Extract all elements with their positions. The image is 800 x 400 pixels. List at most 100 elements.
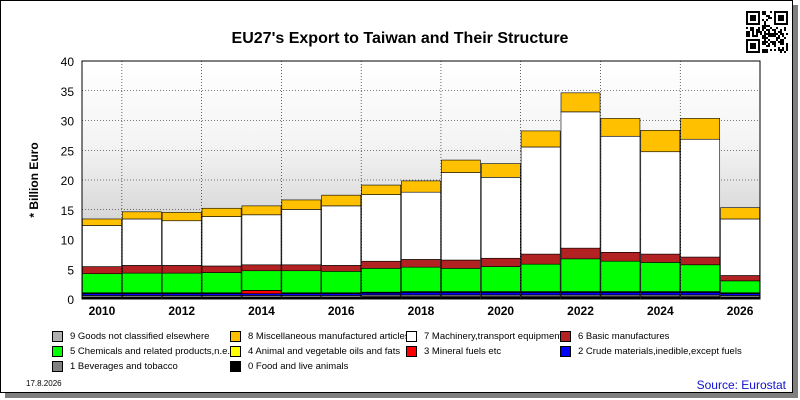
bar-segment [82,225,122,267]
legend-swatch [230,346,241,357]
bar-segment [600,118,641,137]
y-tick-label: 10 [61,234,75,248]
legend-item: 4 Animal and vegetable oils and fats [230,346,400,357]
bar-segment [281,209,322,266]
bar-segment [680,138,721,258]
legend-swatch [560,346,571,357]
bar-segment [401,266,441,292]
legend-item: 9 Goods not classified elsewhere [52,331,209,342]
x-tick-label: 2020 [487,304,514,318]
bar-segment [241,264,282,272]
bar-segment [201,272,242,294]
bar-segment [480,292,521,296]
bar-segment [361,260,401,269]
bar-segment [321,265,362,272]
bar-segment [560,258,601,292]
x-tick-label: 2018 [408,304,435,318]
bar-segment [361,194,401,262]
legend-label: 4 Animal and vegetable oils and fats [248,346,401,357]
bar-segment [441,292,481,296]
bar-segment [121,211,162,220]
bar-segment [121,265,162,274]
bar-segment [640,151,681,255]
bar-segment [680,292,721,296]
bar-segment [680,118,721,140]
x-tick-label: 2016 [328,304,355,318]
x-tick-label: 2024 [647,304,674,318]
bar-segment [241,214,282,266]
source-label: Source: Eurostat [696,378,786,392]
bar-segment [321,194,362,207]
chart-title: EU27's Export to Taiwan and Their Struct… [231,30,569,47]
bar-segment [640,262,681,292]
bar-segment [520,263,561,292]
bar-segment [82,273,122,294]
bar-segment [401,191,441,260]
bar-segment [680,256,721,266]
legend-swatch [560,331,571,342]
bar-segment [82,218,122,226]
legend-swatch [230,331,241,342]
bar-segment [720,280,760,294]
legend-label: 9 Goods not classified elsewhere [70,331,210,342]
legend-label: 0 Food and live animals [248,361,349,372]
bar-segment [281,199,322,210]
legend-label: 5 Chemicals and related products,n.e.s. [70,346,238,357]
x-tick-label: 2010 [89,304,116,318]
bar-segment [560,111,601,249]
bar-segment [281,270,322,294]
y-tick-label: 35 [61,85,75,99]
bar-segment [520,253,561,265]
bar-segment [520,292,561,296]
bar-segment [161,212,202,222]
legend-item: 6 Basic manufactures [560,331,669,342]
legend-item: 2 Crude materials,inedible,except fuels [560,346,742,357]
bar-segment [321,271,362,294]
y-tick-label: 5 [67,263,74,277]
legend-label: 1 Beverages and tobacco [70,361,178,372]
y-tick-label: 0 [67,293,74,307]
legend-label: 6 Basic manufactures [578,331,670,342]
legend-swatch [52,346,63,357]
bar-segment [401,180,441,193]
x-tick-label: 2026 [727,304,754,318]
legend-swatch [406,346,417,357]
bar-segment [201,265,242,273]
bar-segment [441,159,481,173]
y-tick-label: 15 [61,204,75,218]
bar-segment [600,251,641,262]
bar-segment [480,266,521,292]
legend-swatch [230,361,241,372]
plot-border [81,60,761,300]
bar-segment [82,266,122,275]
qr-code-icon [746,11,788,53]
date-label: 17.8.2026 [26,379,62,388]
y-tick-label: 20 [61,174,75,188]
bar-segment [121,218,162,266]
legend-item: 7 Machinery,transport equipment [406,331,562,342]
bar-segment [560,92,601,113]
legend-item: 0 Food and live animals [230,361,348,372]
bar-segment [600,135,641,253]
x-tick-label: 2014 [248,304,275,318]
bar-segment [401,292,441,296]
bar-segment [640,253,681,263]
bar-segment [480,163,521,178]
bar-segment [480,177,521,259]
bar-segment [640,292,681,296]
x-tick-label: 2012 [168,304,195,318]
bar-segment [321,205,362,266]
bar-segment [161,265,202,274]
bar-segment [201,216,242,267]
bar-segment [441,259,481,269]
legend-label: 7 Machinery,transport equipment [424,331,563,342]
y-tick-label: 25 [61,144,75,158]
legend-item: 1 Beverages and tobacco [52,361,178,372]
bar-segment [480,257,521,267]
y-axis-label: * Billion Euro [27,142,41,217]
bar-segment [401,259,441,268]
bar-segment [241,290,282,294]
legend-label: 3 Mineral fuels etc [424,346,502,357]
legend-item: 3 Mineral fuels etc [406,346,501,357]
